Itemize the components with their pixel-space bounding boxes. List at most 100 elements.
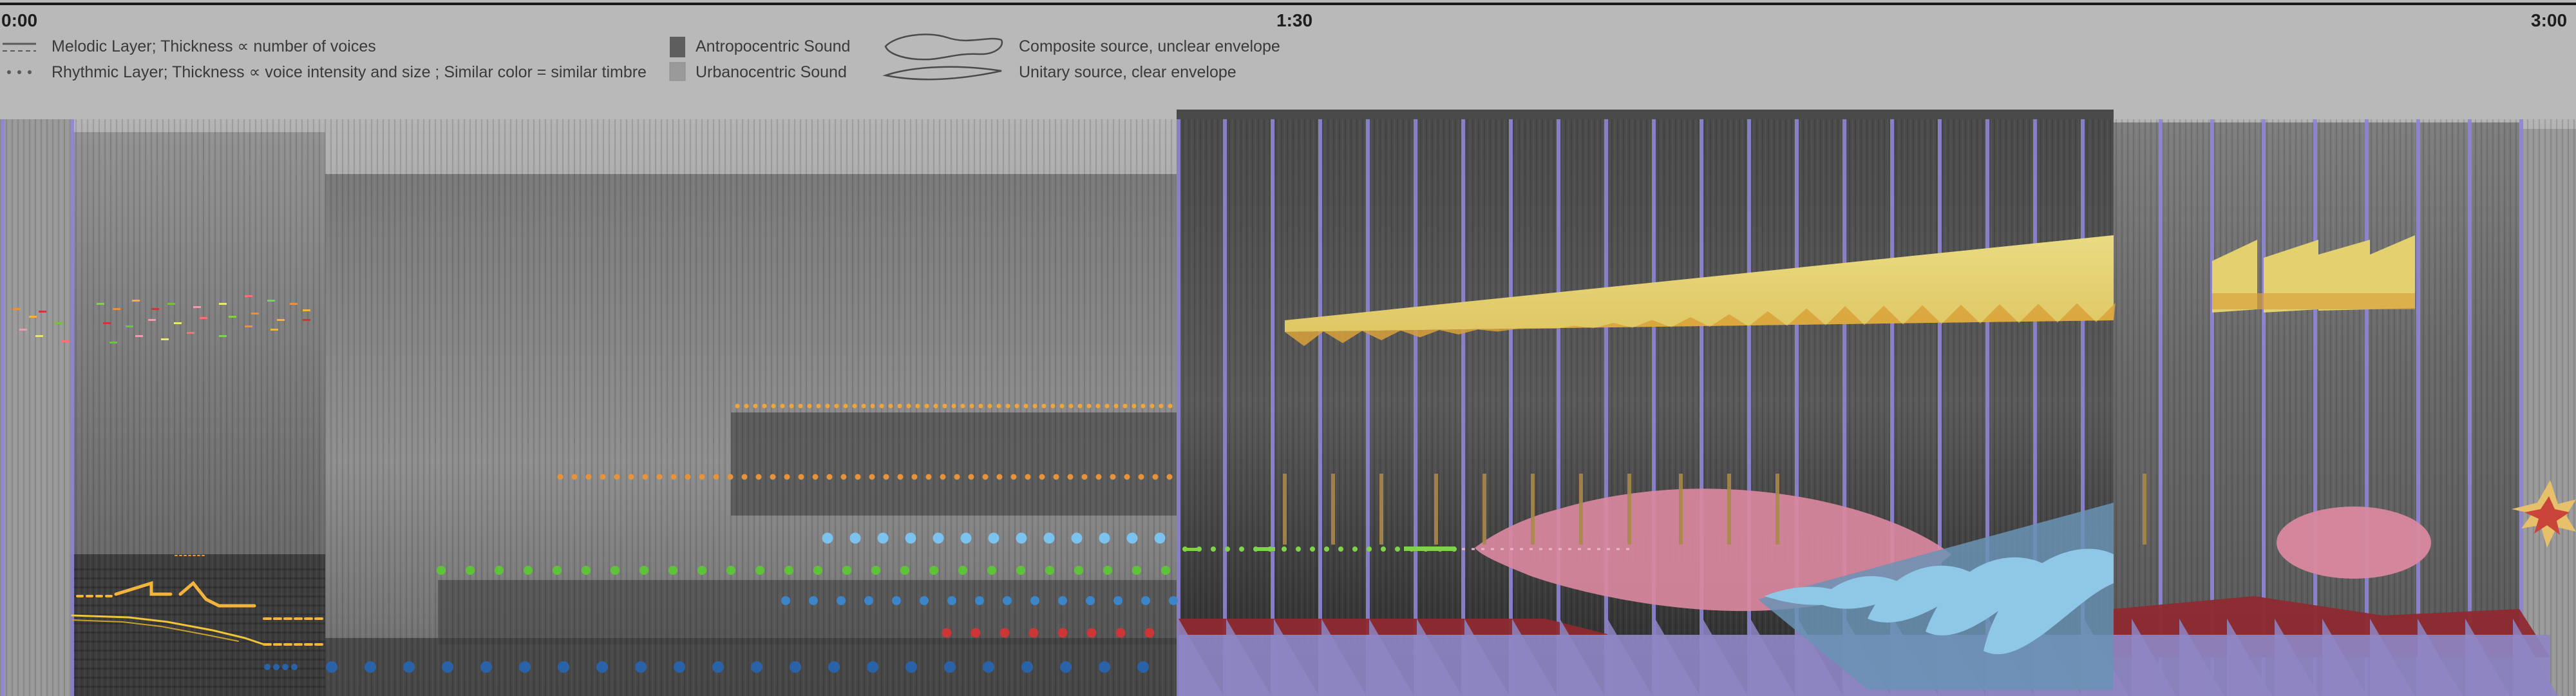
pulse-line <box>1271 119 1274 696</box>
red-dot <box>1057 628 1068 638</box>
melodic-tick <box>19 329 27 331</box>
melodic-tick <box>148 319 156 321</box>
dark-blue-dot <box>480 661 492 673</box>
amber-bar <box>1579 474 1583 545</box>
orange-dot <box>897 474 904 480</box>
green-dot <box>1367 546 1372 552</box>
orange-dot <box>1166 474 1173 480</box>
dark-blue-dot <box>751 661 762 673</box>
melodic-tick <box>29 316 37 318</box>
green-dot <box>1395 546 1400 552</box>
pulse-line <box>1318 119 1322 696</box>
dark-blue-dot <box>273 664 279 670</box>
violet-triangle <box>1655 619 1700 696</box>
amber-dot <box>897 403 902 409</box>
orange-dot <box>656 474 663 480</box>
amber-dot <box>744 403 749 409</box>
amber-bar <box>1379 474 1383 545</box>
melodic-tick <box>151 308 159 310</box>
pulse-line <box>1 119 5 696</box>
melodic-tick <box>55 322 62 324</box>
pulse-line <box>1747 119 1751 696</box>
blue-dot <box>1169 596 1178 605</box>
amber-bar <box>1776 474 1779 545</box>
amber-dot <box>951 403 956 409</box>
melodic-tick <box>135 335 143 337</box>
red-dot <box>1144 628 1155 638</box>
pulse-line <box>2468 119 2472 696</box>
amber-dot <box>1132 403 1137 409</box>
amber-dot <box>987 403 992 409</box>
amber-dot <box>996 403 1001 409</box>
pulse-line <box>1938 119 1942 696</box>
pulse-line <box>1557 119 1560 696</box>
legend-rhythmic-label: Rhythmic Layer; Thickness ∝ voice intens… <box>52 63 647 81</box>
amber-dot <box>861 403 866 409</box>
green-dot <box>755 566 764 575</box>
green-dot <box>1338 546 1343 552</box>
melodic-tick <box>270 329 278 331</box>
pulse-line <box>1177 119 1180 696</box>
amber-bar <box>1434 474 1438 545</box>
melodic-tick <box>219 335 227 337</box>
orange-dot <box>1152 474 1159 480</box>
amber-dot <box>1050 403 1056 409</box>
dark-blue-dot <box>326 661 337 673</box>
light-blue-dot <box>1099 532 1110 544</box>
amber-dot <box>1159 403 1164 409</box>
dark-blue-dot <box>291 664 298 670</box>
legend-melodic-label: Melodic Layer; Thickness ∝ number of voi… <box>52 37 376 55</box>
amber-dot <box>771 403 776 409</box>
blue-dot <box>864 596 873 605</box>
violet-triangle <box>1274 619 1319 696</box>
light-blue-dot <box>988 532 999 544</box>
pulse-lines <box>1 119 2523 696</box>
orange-dot <box>996 474 1003 480</box>
dark-blue-dot <box>944 661 956 673</box>
orange-dot <box>855 474 861 480</box>
dark-red-ground <box>1179 619 1610 635</box>
pulse-line <box>1795 119 1799 696</box>
pulse-line <box>1223 119 1227 696</box>
pulse-line <box>2365 119 2369 696</box>
amber-bar <box>1331 474 1335 545</box>
pulse-line <box>2081 119 2085 696</box>
pulse-line <box>1652 119 1656 696</box>
composite-source-icon <box>884 34 1003 61</box>
violet-triangle <box>2179 619 2224 696</box>
melodic-tick <box>290 303 298 305</box>
amber-dot <box>879 403 884 409</box>
dark-blue-dot <box>635 661 647 673</box>
light-blue-dot <box>1126 532 1138 544</box>
melodic-tick <box>193 306 201 308</box>
melodic-tick <box>245 325 252 327</box>
green-dot <box>524 566 533 575</box>
orange-dot <box>869 474 875 480</box>
amber-dot <box>1005 403 1010 409</box>
amber-bar <box>1679 474 1683 545</box>
unitary-source-icon <box>882 66 1002 81</box>
orange-dot <box>557 474 564 480</box>
orange-dot <box>1110 474 1116 480</box>
orange-dot <box>883 474 889 480</box>
melodic-ticks <box>13 295 310 343</box>
pulse-line <box>1509 119 1513 696</box>
green-dot <box>1132 566 1141 575</box>
amber-dot <box>915 403 920 409</box>
red-dot <box>1086 628 1097 638</box>
amber-dot <box>1041 403 1046 409</box>
amber-dot <box>1077 403 1083 409</box>
legend-melodic-icon <box>3 43 36 52</box>
amber-bar <box>1727 474 1731 545</box>
melodic-tick <box>35 335 43 337</box>
red-dot <box>971 628 981 638</box>
melodic-tick <box>126 325 133 327</box>
melodic-tick <box>229 316 236 318</box>
green-streak <box>1185 546 1636 551</box>
green-dot <box>1045 566 1054 575</box>
blue-dot <box>975 596 984 605</box>
amber-dot <box>816 403 821 409</box>
time-mark-start: 0:00 <box>1 10 38 30</box>
green-dot <box>668 566 677 575</box>
